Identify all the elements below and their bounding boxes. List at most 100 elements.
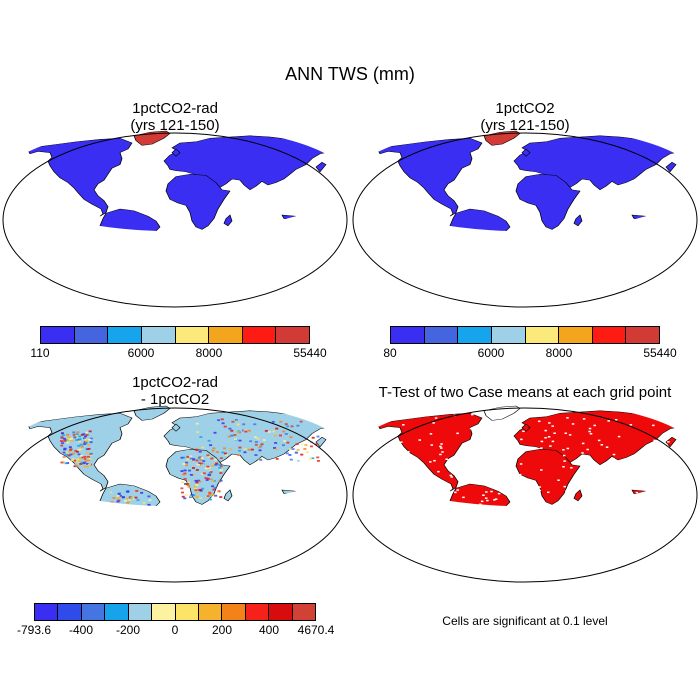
- colorbar-swatch: [35, 604, 59, 620]
- diff-cell: [186, 455, 190, 458]
- nonsignif-cell: [586, 448, 589, 451]
- diff-cell: [275, 427, 279, 430]
- panel-title-rad-line2: (yrs 121-150): [130, 117, 220, 134]
- diff-cell: [85, 440, 89, 442]
- diff-cell: [76, 458, 80, 461]
- significance-note: Cells are significant at 0.1 level: [442, 614, 608, 628]
- colorbar-swatch: [491, 327, 526, 343]
- nonsignif-cell: [679, 426, 682, 428]
- diff-cell: [282, 430, 286, 433]
- landmass-samerica: [99, 208, 161, 232]
- diff-cell: [223, 452, 227, 455]
- diff-cell: [60, 461, 64, 464]
- nonsignif-cell: [480, 414, 484, 416]
- diff-cell: [84, 435, 88, 438]
- diff-cell: [70, 459, 74, 462]
- colorbar-swatch: [245, 604, 270, 620]
- diff-cell: [259, 445, 263, 448]
- nonsignif-cell: [412, 413, 416, 416]
- nonsignif-cell: [540, 440, 544, 443]
- colorbar-diff-label-max: 4670.4: [297, 623, 335, 637]
- diff-cell: [69, 448, 73, 451]
- nonsignif-cell: [562, 454, 566, 457]
- nonsignif-cell: [512, 468, 516, 471]
- nonsignif-cell: [520, 506, 523, 507]
- nonsignif-cell: [549, 445, 552, 447]
- diff-cell: [219, 469, 223, 471]
- diff-cell: [187, 481, 191, 484]
- diff-cell: [74, 450, 78, 452]
- diff-cell: [206, 454, 210, 457]
- nonsignif-cell: [622, 472, 625, 474]
- diff-cell: [136, 499, 140, 501]
- nonsignif-cell: [503, 445, 506, 448]
- diff-cell: [85, 433, 89, 436]
- diff-cell: [199, 436, 203, 438]
- diff-cell: [87, 444, 91, 446]
- signif-cell: [602, 578, 605, 580]
- colorbar-rad-label-min: 110: [30, 346, 50, 360]
- diff-cell: [83, 443, 87, 445]
- signif-cell: [574, 581, 577, 583]
- diff-cell: [202, 472, 206, 475]
- diff-cell: [73, 459, 77, 462]
- diff-cell: [140, 491, 144, 494]
- nonsignif-cell: [439, 453, 442, 456]
- diff-cell: [300, 443, 304, 446]
- signif-cell: [602, 577, 605, 579]
- diff-cell: [142, 501, 146, 504]
- diff-cell: [84, 438, 88, 441]
- diff-cell: [88, 458, 92, 460]
- landmass-nz: [340, 536, 346, 544]
- diff-cell: [60, 432, 64, 435]
- nonsignif-cell: [511, 503, 515, 505]
- diff-cell: [79, 443, 83, 446]
- figure-title: ANN TWS (mm): [285, 64, 415, 84]
- diff-cell: [258, 449, 262, 452]
- nonsignif-cell: [540, 447, 543, 449]
- nonsignif-cell: [456, 432, 459, 435]
- diff-cell: [188, 469, 192, 472]
- diff-cell: [259, 459, 263, 461]
- nonsignif-cell: [478, 446, 482, 449]
- diff-cell: [77, 440, 81, 443]
- diff-cell: [89, 452, 93, 455]
- diff-cell: [61, 442, 65, 445]
- diff-cell: [219, 465, 223, 468]
- diff-cell: [260, 443, 264, 446]
- nonsignif-cell: [675, 448, 679, 450]
- diff-cell: [110, 501, 114, 504]
- diff-cell: [214, 463, 218, 466]
- diff-cell: [192, 458, 196, 460]
- nonsignif-cell: [537, 420, 541, 423]
- nonsignif-cell: [485, 491, 488, 493]
- colorbar-swatch: [292, 604, 316, 620]
- map-border: [2, 132, 348, 308]
- diff-cell: [80, 445, 84, 448]
- nonsignif-cell: [597, 439, 601, 442]
- diff-cell: [211, 479, 215, 482]
- diff-cell: [192, 454, 196, 457]
- diff-cell: [69, 453, 73, 456]
- diff-cell: [183, 477, 187, 480]
- diff-cell: [291, 448, 295, 450]
- nonsignif-cell: [536, 490, 540, 492]
- nonsignif-cell: [665, 443, 668, 446]
- diff-cell: [296, 424, 300, 427]
- diff-cell: [126, 503, 130, 506]
- diff-cell: [207, 473, 211, 476]
- nonsignif-cell: [578, 472, 582, 474]
- diff-cell: [60, 436, 64, 439]
- diff-cell: [119, 494, 123, 497]
- diff-cell: [75, 439, 79, 441]
- diff-cell: [198, 471, 202, 474]
- diff-cell: [309, 445, 313, 448]
- nonsignif-cell: [416, 414, 419, 417]
- diff-cell: [87, 463, 91, 466]
- nonsignif-cell: [566, 447, 570, 450]
- diff-cell: [86, 462, 90, 465]
- diff-cell: [224, 454, 228, 456]
- diff-cell: [87, 459, 91, 461]
- diff-cell: [117, 496, 121, 499]
- diff-cell: [77, 444, 81, 447]
